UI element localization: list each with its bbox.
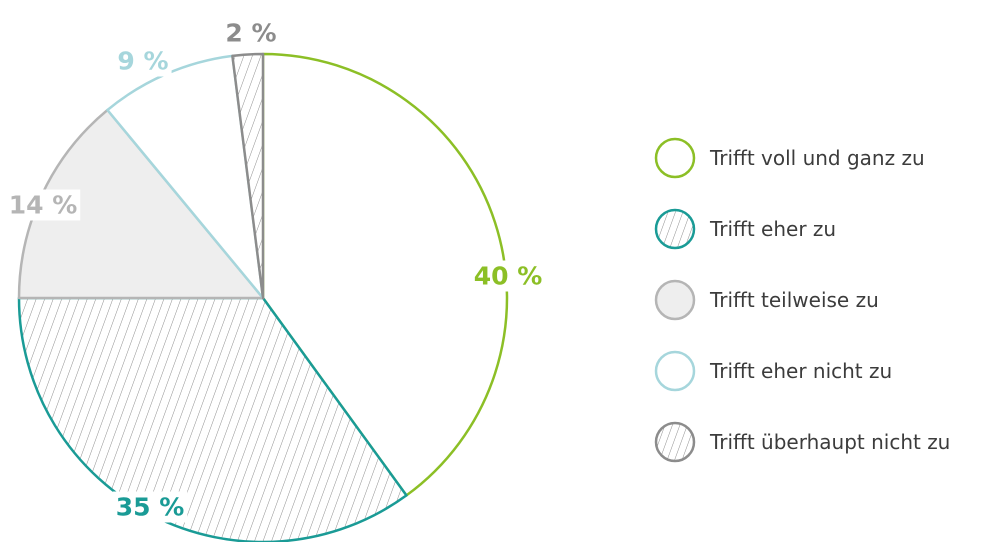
legend-swatch [654,279,696,321]
legend-item: Trifft voll und ganz zu [654,137,925,179]
legend-label: Trifft eher zu [709,217,836,241]
pie-slice-5 [231,52,265,300]
legend-label: Trifft eher nicht zu [709,359,892,383]
slice-label-1: 40 % [474,262,543,291]
legend-item: Trifft eher nicht zu [654,350,892,392]
slice-label-bg-5 [222,17,280,49]
legend-label: Trifft teilweise zu [709,288,879,312]
slice-label-4: 9 % [117,47,168,76]
legend-label: Trifft voll und ganz zu [709,146,925,170]
pie-slices [17,52,509,542]
slice-label-bg-2 [112,491,188,523]
slice-label-3: 14 % [9,191,78,220]
slice-label-bg-1 [470,260,546,292]
legend-item: Trifft überhaupt nicht zu [654,421,950,463]
legend-label: Trifft überhaupt nicht zu [709,430,950,454]
legend-swatch [654,137,696,179]
legend-swatch [654,421,696,463]
slice-label-bg-3 [5,189,81,221]
slice-label-5: 2 % [225,19,276,48]
slice-label-2: 35 % [116,493,185,522]
legend-item: Trifft eher zu [654,208,836,250]
legend: Trifft voll und ganz zu Trifft eher zu Tri… [654,137,950,463]
legend-item: Trifft teilweise zu [654,279,879,321]
pie-slice-1 [261,52,509,497]
slice-labels: 40 % 35 % 14 % 9 % 2 % [5,17,546,523]
slice-label-bg-4 [114,45,172,77]
legend-swatch [654,208,696,250]
legend-swatch [654,350,696,392]
